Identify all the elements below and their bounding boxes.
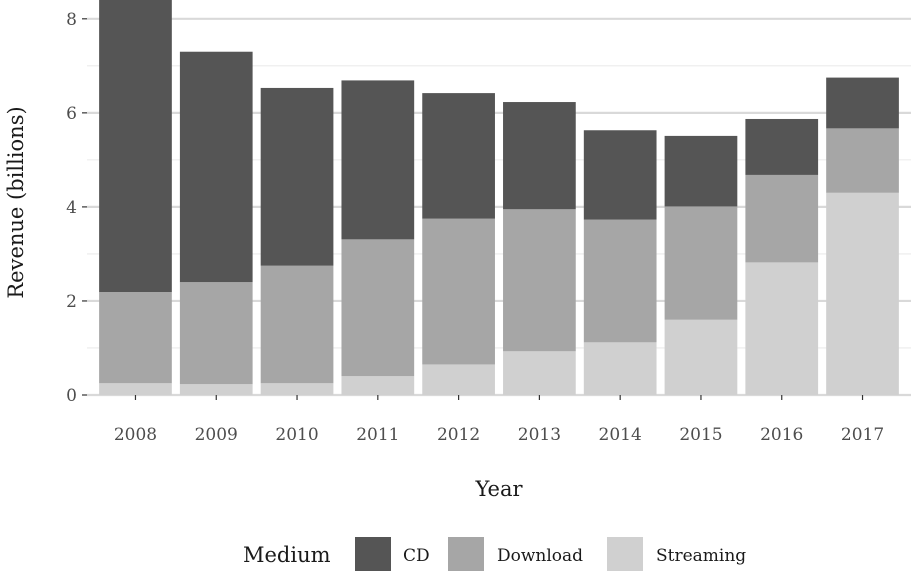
legend-title: Medium	[243, 543, 331, 567]
bar-streaming-2010	[260, 383, 334, 395]
bar-cd-2016	[745, 118, 819, 175]
legend-label-download: Download	[497, 546, 583, 566]
y-tick-label: 8	[66, 10, 77, 30]
x-tick-label: 2009	[195, 425, 238, 445]
y-tick-label: 6	[66, 104, 77, 124]
bar-download-2016	[745, 174, 819, 263]
bar-streaming-2011	[341, 376, 415, 395]
bar-cd-2008	[99, 0, 172, 293]
bar-cd-2015	[664, 135, 738, 207]
bar-streaming-2012	[422, 364, 495, 395]
bar-download-2017	[826, 128, 899, 193]
x-tick-label: 2014	[599, 425, 642, 445]
bar-download-2008	[99, 292, 172, 384]
bar-download-2015	[664, 206, 738, 320]
x-tick-label: 2011	[356, 425, 399, 445]
bar-streaming-2008	[99, 383, 172, 395]
y-tick-label: 4	[66, 198, 77, 218]
bar-streaming-2014	[583, 342, 657, 395]
bar-cd-2017	[826, 77, 899, 129]
bar-cd-2013	[503, 102, 576, 210]
bar-streaming-2009	[179, 384, 253, 395]
x-tick-label: 2017	[841, 425, 884, 445]
bar-cd-2010	[260, 87, 334, 266]
x-tick-label: 2016	[760, 425, 803, 445]
y-tick-label: 0	[66, 386, 77, 406]
x-tick-label: 2013	[518, 425, 561, 445]
x-tick-label: 2010	[275, 425, 318, 445]
bar-download-2011	[341, 239, 415, 377]
x-axis: 2008 2009 2010 2011 2012 2013 2014 2015 2016 2017	[114, 395, 884, 445]
y-axis: 0 2 4 6 8	[66, 10, 87, 406]
legend-label-streaming: Streaming	[656, 546, 746, 566]
bar-streaming-2015	[664, 319, 738, 395]
bar-download-2010	[260, 265, 334, 384]
bar-cd-2014	[583, 130, 657, 220]
bar-streaming-2013	[503, 351, 576, 395]
legend-label-cd: CD	[403, 546, 430, 566]
bar-download-2009	[179, 282, 253, 385]
legend-key-download	[448, 537, 484, 571]
bar-cd-2012	[422, 93, 495, 219]
bar-streaming-2016	[745, 262, 819, 395]
bars	[99, 0, 899, 395]
bar-streaming-2017	[826, 192, 899, 395]
bar-download-2013	[503, 209, 576, 352]
legend: Medium CD Download Streaming	[243, 537, 746, 571]
y-tick-label: 2	[66, 292, 77, 312]
y-axis-title: Revenue (billions)	[4, 106, 28, 298]
x-tick-label: 2012	[437, 425, 480, 445]
x-tick-label: 2008	[114, 425, 157, 445]
bar-download-2012	[422, 218, 495, 365]
legend-key-streaming	[607, 537, 643, 571]
x-axis-title: Year	[474, 477, 523, 501]
bar-cd-2011	[341, 80, 415, 240]
x-tick-label: 2015	[679, 425, 722, 445]
legend-key-cd	[355, 537, 391, 571]
bar-cd-2009	[179, 51, 253, 283]
bar-download-2014	[583, 219, 657, 343]
